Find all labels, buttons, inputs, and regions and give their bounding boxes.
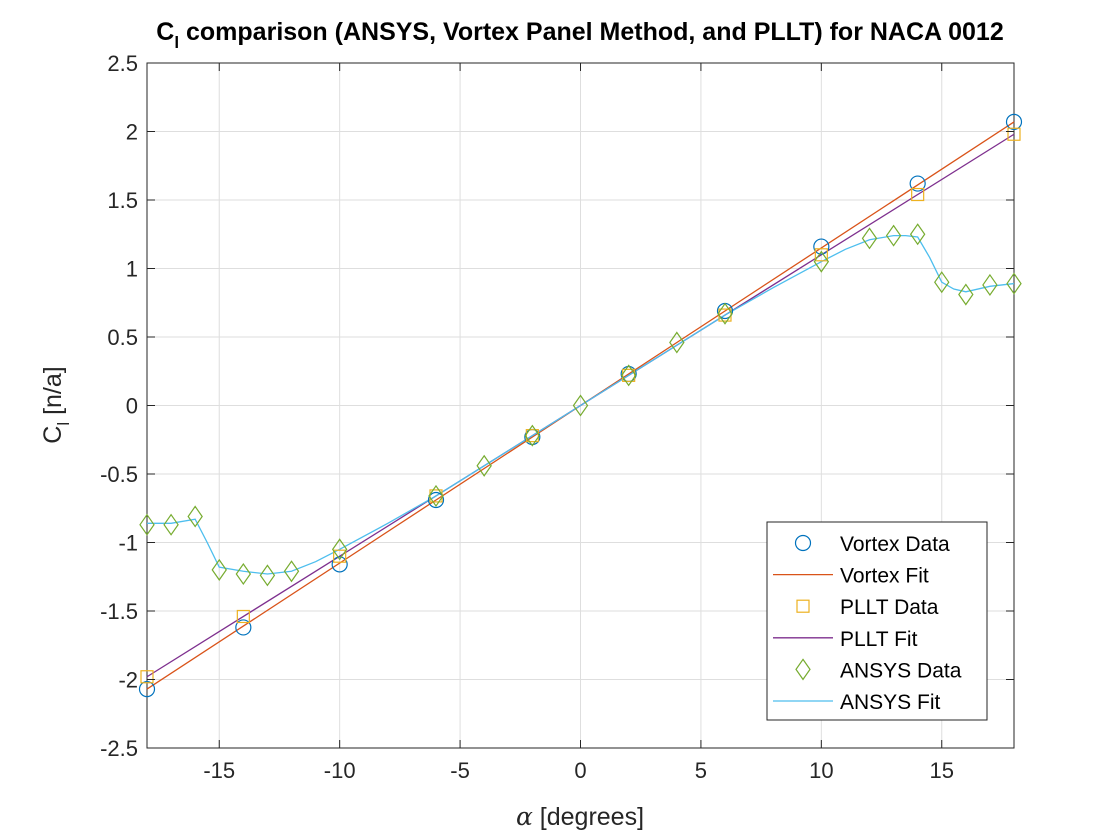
ansys-data-point	[813, 250, 830, 273]
series-layer	[138, 113, 1023, 698]
ansys-data-point	[211, 558, 227, 581]
ansys-data-point	[259, 564, 276, 587]
y-tick-label: -2.5	[100, 736, 138, 761]
x-tick-label: -10	[324, 758, 356, 783]
vortex-data-point	[138, 680, 156, 698]
ansys-data-point	[982, 273, 998, 296]
ansys-data-point	[934, 271, 950, 294]
ansys-fit-line	[147, 234, 1015, 575]
ansys-data-point	[717, 302, 733, 325]
ansys-data-point	[861, 227, 878, 250]
x-tick-label: 10	[809, 758, 833, 783]
chart-title: Cl comparison (ANSYS, Vortex Panel Metho…	[156, 18, 1003, 52]
pllt-data-point	[1007, 127, 1021, 141]
x-tick-label: 5	[695, 758, 707, 783]
ansys-data-point	[524, 424, 541, 447]
y-tick-label: -2	[118, 668, 138, 693]
y-tick-label: 1.5	[107, 188, 138, 213]
pllt-data-point	[911, 187, 925, 202]
ansys-data-point	[428, 484, 444, 507]
x-tick-label: 0	[574, 758, 586, 783]
legend-label: Vortex Fit	[840, 565, 929, 588]
legend: Vortex Data Vortex Fit PLLT Data PLLT Fit AN…	[766, 521, 988, 721]
ansys-data-point	[476, 454, 492, 477]
ansys-data-point	[187, 505, 203, 528]
vortex-data-point	[813, 238, 830, 255]
legend-box	[766, 521, 988, 721]
x-tick-label: 15	[930, 758, 954, 783]
ansys-data-point	[620, 364, 637, 387]
y-tick-label: 2	[126, 120, 138, 145]
legend-label: ANSYS Fit	[840, 691, 941, 714]
pllt-data-point	[814, 248, 828, 262]
y-tick-label: 2.5	[107, 51, 138, 76]
y-tick-label: -0.5	[100, 462, 138, 487]
vortex-data-point	[331, 556, 348, 573]
pllt-data-point	[333, 549, 347, 563]
x-tick-label: -15	[203, 758, 235, 783]
pllt-data-point	[525, 429, 539, 443]
ansys-data-point	[331, 538, 348, 561]
y-tick-label: 1	[126, 257, 138, 282]
ansys-data-point	[163, 513, 179, 536]
tick-labels: -15 -10 -5 0 5 10 15 -2.5 -2 -1.5 -1 -0.5 0 0.5 1 1.5 2 2…	[100, 51, 1014, 783]
pllt-data-point	[140, 670, 154, 684]
vortex-data-point	[427, 491, 445, 509]
legend-item-vortex-data: Vortex Data	[794, 533, 950, 556]
ansys-data-point	[909, 223, 926, 246]
y-axis-label: Cl [n/a]	[39, 366, 73, 443]
y-tick-label: 0.5	[107, 325, 138, 350]
y-tick-label: -1.5	[100, 599, 138, 624]
ansys-data-point	[669, 331, 685, 354]
legend-swatch	[794, 534, 812, 552]
x-axis-label: α [degrees]	[516, 802, 644, 831]
ansys-data-point	[283, 560, 300, 583]
x-tick-label: -5	[450, 758, 470, 783]
ansys-data-point	[885, 224, 902, 247]
ansys-data-point	[235, 562, 252, 586]
vortex-data-point	[909, 175, 926, 192]
y-tick-label: 0	[126, 394, 138, 419]
legend-item-pllt-data: PLLT Data	[796, 596, 939, 619]
vortex-data-point	[1005, 113, 1023, 131]
legend-item-ansys-data: ANSYS Data	[795, 658, 962, 682]
legend-item-vortex-fit: Vortex Fit	[773, 565, 929, 588]
pllt-data-point	[429, 489, 443, 503]
legend-label: PLLT Data	[840, 596, 939, 619]
ansys-data-point	[958, 283, 974, 306]
legend-label: ANSYS Data	[840, 659, 962, 682]
legend-label: Vortex Data	[840, 533, 950, 556]
legend-swatch	[796, 599, 810, 613]
pllt-data-point	[236, 609, 250, 624]
ansys-data-point	[572, 394, 589, 417]
y-tick-label: -1	[118, 531, 138, 556]
ansys-data-point	[139, 513, 155, 536]
vortex-data-point	[235, 619, 252, 636]
pllt-data-point	[622, 368, 636, 382]
ansys-data-point	[1006, 272, 1022, 295]
legend-swatch	[795, 658, 811, 681]
legend-label: PLLT Fit	[840, 628, 918, 651]
legend-item-pllt-fit: PLLT Fit	[773, 628, 918, 651]
legend-item-ansys-fit: ANSYS Fit	[773, 691, 941, 714]
